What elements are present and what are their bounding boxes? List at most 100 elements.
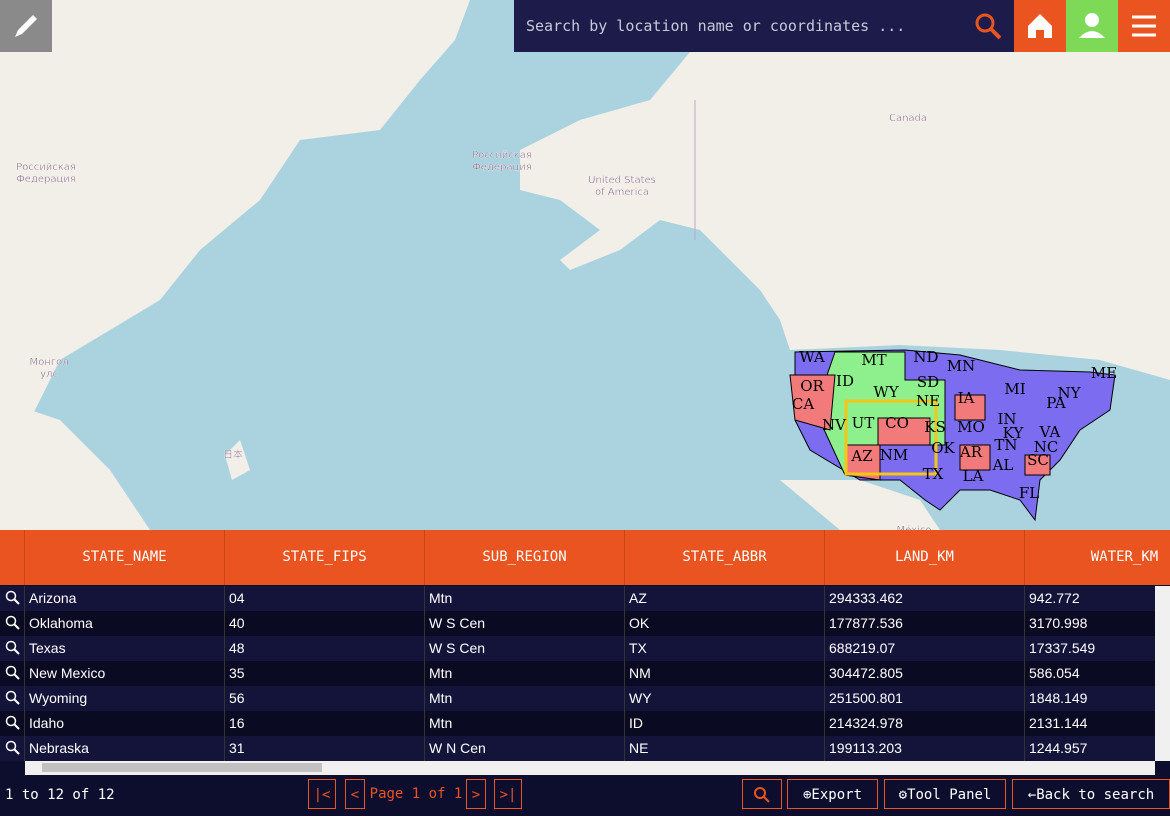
state-label: PA <box>1046 394 1066 412</box>
table-cell: Arizona <box>25 586 225 611</box>
table-cell: 16 <box>225 711 425 736</box>
pencil-icon <box>15 15 37 37</box>
state-label: TN <box>994 436 1017 454</box>
table-cell: 35 <box>225 661 425 686</box>
state-label: KS <box>924 418 945 436</box>
draw-button[interactable] <box>0 0 52 52</box>
land-mexico <box>780 480 940 530</box>
next-page[interactable]: > <box>466 779 486 809</box>
row-zoom[interactable] <box>0 736 25 761</box>
state-label: WA <box>799 348 825 366</box>
row-zoom[interactable] <box>0 661 25 686</box>
last-page[interactable]: >| <box>494 779 522 809</box>
export-button[interactable]: ⊕Export <box>787 779 878 809</box>
state-label: MN <box>947 357 975 375</box>
row-zoom[interactable] <box>0 586 25 611</box>
back-button[interactable]: ←Back to search <box>1012 779 1170 809</box>
table-cell: AZ <box>625 586 825 611</box>
back-label: Back to search <box>1036 787 1155 803</box>
zoom-button[interactable] <box>742 779 782 809</box>
map[interactable]: РоссийскаяФедерацияРоссийскаяФедерацияUn… <box>0 0 1170 530</box>
state-label: AZ <box>850 447 872 465</box>
table-cell: Wyoming <box>25 686 225 711</box>
menu-button[interactable] <box>1118 0 1170 52</box>
map-label: 日本 <box>223 448 243 461</box>
row-count: 1 to 12 of 12 <box>5 787 115 803</box>
state-label: CO <box>885 414 909 432</box>
us-or <box>789 374 836 431</box>
state-label: NE <box>916 392 940 410</box>
map-label: United States <box>588 175 656 186</box>
row-zoom[interactable] <box>0 686 25 711</box>
tool-panel-label: Tool Panel <box>907 787 992 803</box>
state-label: NC <box>1034 438 1059 456</box>
table-cell: 214324.978 <box>825 711 1025 736</box>
first-page[interactable]: |< <box>308 779 336 809</box>
table-cell: 48 <box>225 636 425 661</box>
header-corner <box>0 530 25 585</box>
row-zoom[interactable] <box>0 711 25 736</box>
table-cell: Mtn <box>425 586 625 611</box>
home-button[interactable] <box>1014 0 1066 52</box>
table-cell: ID <box>625 711 825 736</box>
state-label: NM <box>880 446 908 464</box>
table-cell: 31 <box>225 736 425 761</box>
table-cell: 688219.07 <box>825 636 1025 661</box>
state-label: IA <box>958 389 975 407</box>
table-cell: OK <box>625 611 825 636</box>
land-north-america <box>520 0 1170 380</box>
tool-panel-button[interactable]: ⚙Tool Panel <box>884 779 1006 809</box>
prev-page[interactable]: < <box>345 779 365 809</box>
map-label: México <box>897 524 932 530</box>
column-header[interactable]: SUB_REGION <box>425 530 625 585</box>
column-header[interactable]: WATER_KM <box>1025 530 1170 585</box>
land-japan <box>225 440 250 480</box>
table-cell: 294333.462 <box>825 586 1025 611</box>
table-cell: Idaho <box>25 711 225 736</box>
state-label: ME <box>1091 364 1117 382</box>
table-cell: Mtn <box>425 711 625 736</box>
table-cell: 1848.149 <box>1025 686 1170 711</box>
state-label: FL <box>1019 484 1039 502</box>
table-cell: 586.054 <box>1025 661 1170 686</box>
table-cell: 3170.998 <box>1025 611 1170 636</box>
table-cell: 1244.957 <box>1025 736 1170 761</box>
map-label: Монгол <box>29 357 68 368</box>
user-button[interactable] <box>1066 0 1118 52</box>
state-label: ND <box>913 348 938 366</box>
state-label: OR <box>800 377 824 395</box>
state-label: NY <box>1057 384 1081 402</box>
state-label: SD <box>917 373 939 391</box>
state-label: AR <box>959 443 983 461</box>
map-label: улс <box>40 369 58 380</box>
state-label: WY <box>873 383 899 401</box>
row-zoom[interactable] <box>0 611 25 636</box>
search-icon[interactable] <box>974 12 1002 40</box>
table-cell: Nebraska <box>25 736 225 761</box>
table-cell: New Mexico <box>25 661 225 686</box>
column-header[interactable]: STATE_NAME <box>25 530 225 585</box>
state-label: OK <box>931 439 955 457</box>
row-zoom[interactable] <box>0 636 25 661</box>
table-cell: Oklahoma <box>25 611 225 636</box>
column-header[interactable]: LAND_KM <box>825 530 1025 585</box>
v-scrollbar <box>1155 586 1170 761</box>
state-label: IN <box>997 410 1016 428</box>
state-label: KY <box>1003 424 1025 442</box>
search-box[interactable]: Search by location name or coordinates .… <box>514 0 1014 52</box>
table-cell: 304472.805 <box>825 661 1025 686</box>
table-cell: W N Cen <box>425 736 625 761</box>
state-label: AL <box>992 456 1014 474</box>
map-label: Canada <box>889 113 927 124</box>
export-label: Export <box>811 787 862 803</box>
column-header[interactable]: STATE_ABBR <box>625 530 825 585</box>
column-header[interactable]: STATE_FIPS <box>225 530 425 585</box>
selection-box <box>844 399 938 476</box>
map-label: Федерация <box>16 174 76 185</box>
land-china <box>0 400 150 530</box>
table-cell: W S Cen <box>425 611 625 636</box>
us-red <box>844 394 1051 481</box>
table-cell: 40 <box>225 611 425 636</box>
table-cell: W S Cen <box>425 636 625 661</box>
